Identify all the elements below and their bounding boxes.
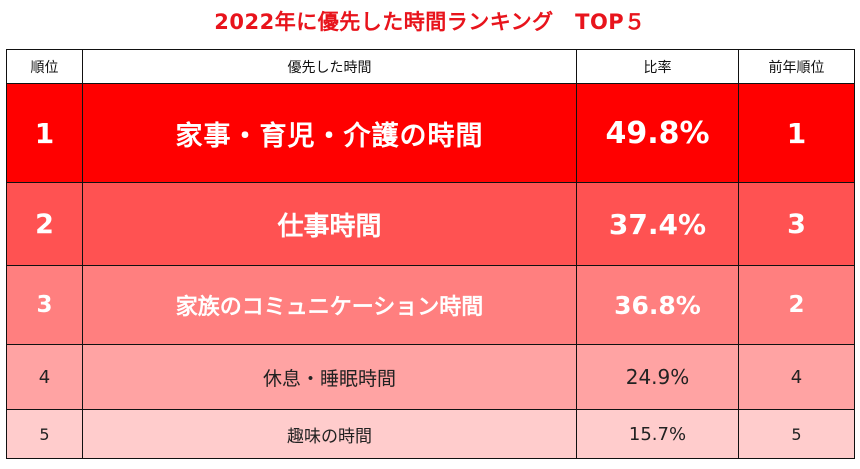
rank-cell: 4 — [6, 344, 83, 410]
rank-cell: 3 — [6, 265, 83, 345]
table-row: 3 家族のコミュニケーション時間 36.8% 2 — [6, 265, 855, 345]
ratio-cell: 49.8% — [576, 83, 739, 183]
previous-rank-cell: 3 — [738, 182, 855, 266]
header-rank: 順位 — [6, 49, 83, 84]
header-previous-rank: 前年順位 — [738, 49, 855, 84]
header-ratio: 比率 — [576, 49, 739, 84]
item-cell: 仕事時間 — [82, 182, 577, 266]
table-row: 4 休息・睡眠時間 24.9% 4 — [6, 344, 855, 410]
page-title: 2022年に優先した時間ランキング TOP５ — [214, 10, 646, 34]
ratio-cell: 37.4% — [576, 182, 739, 266]
ratio-cell: 24.9% — [576, 344, 739, 410]
item-cell: 趣味の時間 — [82, 409, 577, 459]
rank-cell: 5 — [6, 409, 83, 459]
rank-cell: 2 — [6, 182, 83, 266]
table-row: 5 趣味の時間 15.7% 5 — [6, 409, 855, 459]
item-cell: 家族のコミュニケーション時間 — [82, 265, 577, 345]
previous-rank-cell: 1 — [738, 83, 855, 183]
ranking-table: 順位 優先した時間 比率 前年順位 1 家事・育児・介護の時間 49.8% 1 … — [6, 49, 855, 459]
previous-rank-cell: 4 — [738, 344, 855, 410]
previous-rank-cell: 5 — [738, 409, 855, 459]
item-cell: 家事・育児・介護の時間 — [82, 83, 577, 183]
table-row: 1 家事・育児・介護の時間 49.8% 1 — [6, 83, 855, 183]
previous-rank-cell: 2 — [738, 265, 855, 345]
header-item: 優先した時間 — [82, 49, 577, 84]
table-header-row: 順位 優先した時間 比率 前年順位 — [6, 49, 855, 84]
table-row: 2 仕事時間 37.4% 3 — [6, 182, 855, 266]
ratio-cell: 15.7% — [576, 409, 739, 459]
item-cell: 休息・睡眠時間 — [82, 344, 577, 410]
ratio-cell: 36.8% — [576, 265, 739, 345]
rank-cell: 1 — [6, 83, 83, 183]
